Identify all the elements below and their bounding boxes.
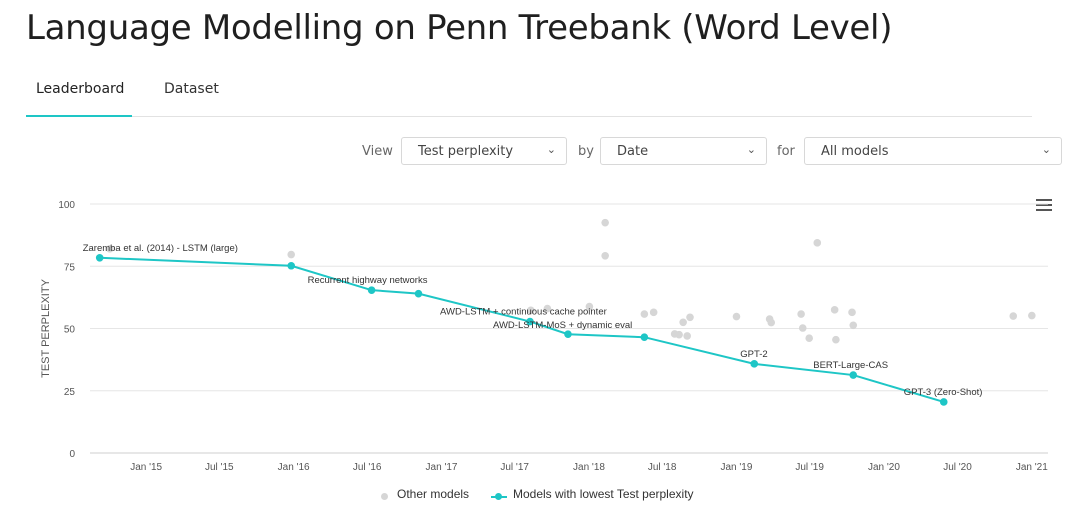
data-label: AWD-LSTM-MoS + dynamic eval bbox=[493, 320, 632, 331]
x-tick-label: Jul '20 bbox=[943, 462, 972, 473]
y-tick-label: 0 bbox=[69, 449, 75, 460]
best-model-point bbox=[939, 398, 948, 406]
y-axis-label: TEST PERPLEXITY bbox=[40, 278, 52, 377]
tab-dataset-label: Dataset bbox=[164, 81, 219, 97]
best-model-point bbox=[564, 330, 572, 339]
best-model-point bbox=[849, 371, 858, 379]
other-model-point bbox=[649, 308, 658, 317]
other-model-point bbox=[585, 302, 594, 311]
other-model-point bbox=[287, 250, 296, 259]
model-filter-select[interactable]: All models ⌄ bbox=[804, 137, 1062, 165]
view-label: View bbox=[362, 144, 393, 159]
other-model-point bbox=[832, 335, 840, 344]
for-label: for bbox=[777, 144, 795, 159]
x-tick-label: Jan '21 bbox=[1016, 462, 1048, 473]
y-tick-label: 100 bbox=[58, 200, 75, 211]
other-model-point bbox=[675, 330, 683, 339]
x-tick-label: Jul '19 bbox=[795, 462, 824, 473]
x-tick-label: Jan '17 bbox=[426, 462, 458, 473]
other-model-point bbox=[797, 310, 805, 318]
by-label: by bbox=[578, 144, 594, 159]
best-model-point bbox=[367, 286, 376, 294]
data-label: GPT-2 bbox=[740, 349, 767, 360]
y-tick-label: 25 bbox=[64, 387, 76, 398]
chevron-down-icon: ⌄ bbox=[1041, 143, 1051, 156]
data-label: BERT-Large-CAS bbox=[813, 360, 888, 371]
x-tick-label: Jan '16 bbox=[278, 462, 310, 473]
other-model-point bbox=[830, 306, 839, 314]
other-model-point bbox=[767, 318, 776, 327]
other-model-point bbox=[683, 332, 691, 340]
other-model-point bbox=[105, 245, 114, 253]
other-model-point bbox=[798, 324, 807, 332]
x-tick-label: Jul '16 bbox=[353, 462, 382, 473]
other-model-point bbox=[686, 313, 694, 322]
tab-leaderboard-label: Leaderboard bbox=[36, 81, 125, 97]
other-model-point bbox=[805, 334, 814, 343]
chevron-down-icon: ⌄ bbox=[746, 143, 756, 156]
other-model-point bbox=[543, 304, 552, 313]
x-tick-label: Jul '15 bbox=[205, 462, 234, 473]
other-model-point bbox=[679, 318, 687, 327]
legend-other-label: Other models bbox=[397, 487, 470, 501]
x-tick-label: Jul '17 bbox=[500, 462, 529, 473]
active-tab-indicator bbox=[26, 115, 132, 117]
other-model-point bbox=[527, 306, 535, 315]
chevron-down-icon: ⌄ bbox=[546, 143, 556, 156]
data-label: GPT-3 (Zero-Shot) bbox=[904, 387, 983, 398]
legend-grey-dot-icon bbox=[381, 493, 388, 500]
best-model-point bbox=[287, 261, 296, 270]
legend-teal-dot-icon bbox=[495, 493, 502, 500]
other-model-point bbox=[601, 251, 609, 260]
other-model-point bbox=[813, 239, 822, 247]
tab-dataset[interactable]: Dataset bbox=[164, 81, 219, 97]
data-label: AWD-LSTM + continuous cache pointer bbox=[440, 307, 607, 318]
hamburger-menu-icon[interactable] bbox=[1036, 199, 1052, 211]
model-filter-select-value: All models bbox=[821, 144, 889, 159]
other-model-point bbox=[849, 321, 858, 330]
other-model-point bbox=[640, 310, 649, 318]
other-model-point bbox=[601, 218, 609, 227]
other-model-point bbox=[848, 308, 856, 317]
x-tick-label: Jan '15 bbox=[130, 462, 162, 473]
tab-leaderboard[interactable]: Leaderboard bbox=[36, 81, 124, 97]
x-tick-label: Jan '18 bbox=[573, 462, 605, 473]
other-model-point bbox=[1009, 312, 1018, 320]
other-model-point bbox=[732, 312, 741, 321]
chart-legend: Other models Models with lowest Test per… bbox=[0, 487, 1080, 507]
xaxis-select[interactable]: Date ⌄ bbox=[600, 137, 767, 165]
best-model-point bbox=[526, 317, 534, 326]
x-tick-label: Jul '18 bbox=[648, 462, 677, 473]
perplexity-chart: Zaremba et al. (2014) - LSTM (large) Recu… bbox=[40, 200, 1048, 473]
legend-best-label: Models with lowest Test perplexity bbox=[513, 487, 694, 501]
tab-bar: Leaderboard Dataset bbox=[26, 76, 1032, 117]
data-label: Zaremba et al. (2014) - LSTM (large) bbox=[83, 243, 238, 254]
x-tick-label: Jan '20 bbox=[868, 462, 900, 473]
xaxis-select-value: Date bbox=[617, 144, 649, 159]
other-model-point bbox=[1028, 311, 1036, 320]
chart-controls: View Test perplexity ⌄ by Date ⌄ for All… bbox=[0, 137, 1080, 167]
y-tick-label: 75 bbox=[64, 262, 76, 273]
best-model-point bbox=[750, 360, 759, 368]
best-models-line bbox=[99, 256, 945, 403]
x-tick-label: Jan '19 bbox=[721, 462, 753, 473]
best-model-point bbox=[640, 333, 649, 342]
best-model-point bbox=[95, 253, 104, 262]
metric-select-value: Test perplexity bbox=[418, 144, 514, 159]
page-title: Language Modelling on Penn Treebank (Wor… bbox=[26, 8, 893, 48]
y-tick-label: 50 bbox=[64, 325, 76, 336]
data-label: Recurrent highway networks bbox=[308, 275, 428, 286]
best-model-point bbox=[414, 289, 423, 298]
metric-select[interactable]: Test perplexity ⌄ bbox=[401, 137, 567, 165]
